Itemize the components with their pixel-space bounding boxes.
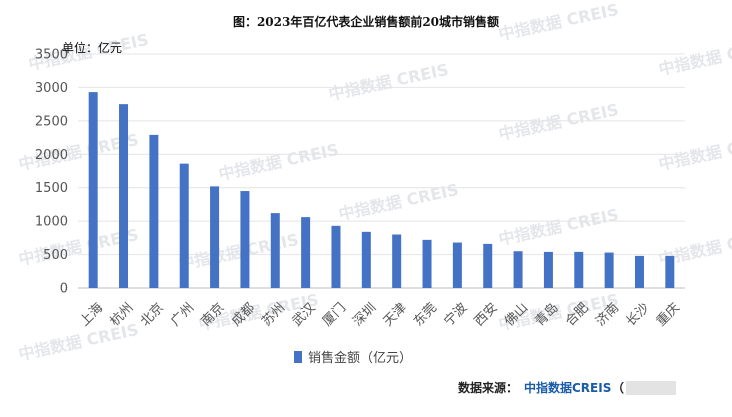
bar-西安 [483, 243, 493, 288]
source-suffix: （ [612, 380, 624, 395]
watermark-text: 中指数据 CREIS [657, 35, 732, 79]
x-tick-label: 重庆 [653, 300, 683, 330]
watermark-text: 中指数据 CREIS [497, 100, 620, 144]
watermark-text: 中指数据 CREIS [337, 180, 460, 224]
watermark-text: 中指数据 CREIS [177, 230, 300, 274]
bar-天津 [392, 234, 402, 288]
watermark-text: 中指数据 CREIS [497, 0, 620, 44]
x-tick-label: 深圳 [350, 300, 379, 329]
bar-上海 [88, 92, 98, 288]
bar-北京 [149, 134, 159, 288]
bar-杭州 [119, 104, 129, 289]
bar-青岛 [543, 251, 553, 288]
y-tick-label: 2000 [35, 148, 68, 163]
x-tick-label: 天津 [381, 300, 410, 329]
source-brand: 中指数据CREIS [524, 380, 611, 395]
bar-济南 [604, 252, 614, 288]
bar-苏州 [270, 213, 280, 288]
bar-宁波 [452, 242, 462, 288]
bar-武汉 [301, 217, 311, 288]
source-note: 数据来源： 中指数据CREIS （ [458, 380, 676, 395]
watermark-text: 中指数据 CREIS [327, 60, 450, 104]
bars [88, 92, 675, 289]
x-tick-label: 西安 [472, 300, 501, 329]
bar-厦门 [331, 225, 341, 288]
x-tick-label: 上海 [77, 300, 106, 329]
bar-佛山 [513, 251, 523, 288]
y-tick-label: 1500 [35, 181, 68, 196]
y-tick-label: 1000 [35, 215, 68, 230]
watermark-text: 中指数据 CREIS [217, 140, 340, 184]
y-tick-label: 3500 [35, 48, 68, 63]
watermark-text: 中指数据 CREIS [657, 130, 732, 174]
source-redacted-block [626, 381, 676, 395]
legend: 销售金额（亿元） [294, 350, 412, 366]
y-tick-label: 0 [60, 282, 68, 297]
bar-长沙 [634, 255, 644, 288]
chart-title: 图：2023年百亿代表企业销售额前20城市销售额 [233, 14, 499, 29]
source-prefix: 数据来源： [458, 380, 518, 395]
y-axis-ticks: 0 500 1000 1500 2000 2500 3000 3500 [35, 48, 68, 297]
watermark-text: 中指数据 CREIS [497, 205, 620, 249]
bar-合肥 [574, 251, 584, 288]
bar-南京 [210, 186, 220, 288]
bar-深圳 [361, 231, 371, 288]
y-tick-label: 500 [43, 248, 68, 263]
x-tick-label: 宁波 [441, 300, 471, 330]
x-tick-label: 长沙 [624, 300, 653, 329]
x-tick-label: 厦门 [320, 300, 349, 329]
x-tick-label: 东莞 [411, 300, 440, 329]
gridlines [78, 53, 685, 289]
x-tick-label: 广州 [168, 300, 197, 329]
watermark-text: 中指数据 CREIS [17, 320, 140, 364]
unit-label: 单位：亿元 [62, 40, 122, 55]
y-tick-label: 3000 [35, 81, 68, 96]
bar-重庆 [665, 255, 675, 288]
bar-广州 [179, 163, 189, 288]
bar-成都 [240, 191, 250, 288]
legend-label: 销售金额（亿元） [308, 350, 412, 366]
x-tick-label: 北京 [138, 300, 167, 329]
legend-swatch [294, 351, 302, 363]
y-tick-label: 2500 [35, 114, 68, 129]
bar-东莞 [422, 239, 432, 288]
